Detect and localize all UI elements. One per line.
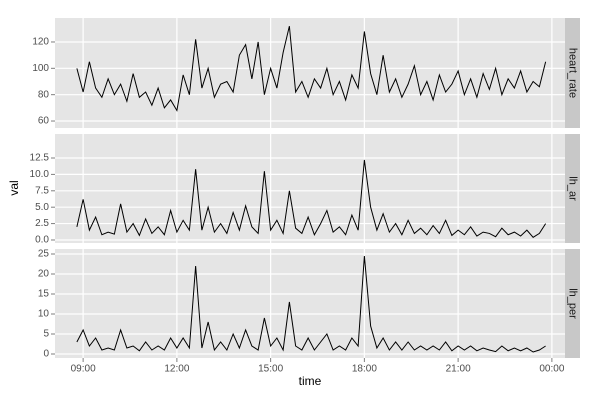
y-tick-label: 0.0 [35,235,49,246]
y-tick-label: 12.5 [30,153,50,164]
y-tick-label: 100 [32,63,49,74]
y-tick-label: 80 [38,89,50,100]
y-tick-label: 2.5 [35,218,49,229]
x-tick-label: 21:00 [446,364,471,375]
y-tick-label: 120 [32,37,49,48]
y-tick-label: 10 [38,309,50,320]
x-tick-label: 09:00 [71,364,96,375]
strip-label: lh_per [567,288,579,319]
y-tick-label: 5 [43,329,49,340]
strip-background [565,249,580,358]
line [76,255,546,353]
y-tick-label: 5.0 [35,202,49,213]
x-tick-label: 12:00 [164,364,189,375]
y-tick-label: 60 [38,116,50,127]
x-tick-label: 15:00 [258,364,283,375]
strip-background [565,134,580,243]
y-axis-title: val [7,180,21,195]
x-axis-title: time [299,374,322,388]
line [76,159,547,239]
y-tick-label: 10.0 [30,169,50,180]
y-tick-label: 0 [43,349,49,360]
panel-background [55,18,565,128]
panel-background [55,249,565,358]
y-tick-label: 15 [38,289,50,300]
y-tick-label: 25 [38,249,50,260]
strip-label: heart_rate [567,48,579,98]
y-tick-label: 20 [38,269,50,280]
y-tick-label: 7.5 [35,185,49,196]
x-tick-label: 00:00 [539,364,564,375]
panel-background [55,134,565,243]
strip-label: lh_ar [567,176,579,201]
strip-background [565,18,580,128]
x-tick-label: 18:00 [352,364,377,375]
line [76,26,547,112]
